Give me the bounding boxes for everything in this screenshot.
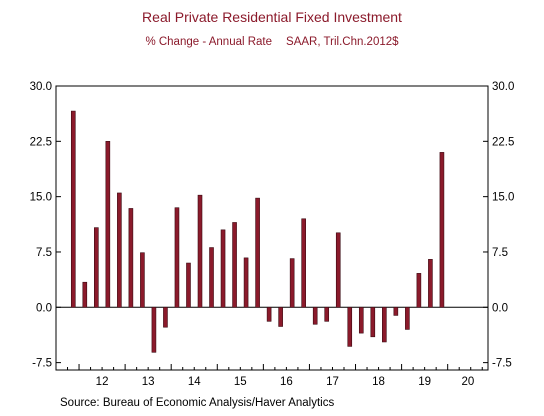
bar — [358, 306, 364, 334]
chart-subtitle: % Change - Annual Rate SAAR, Tril.Chn.201… — [0, 36, 544, 48]
bar — [312, 306, 318, 325]
bar — [266, 306, 272, 322]
x-tick-label: 15 — [234, 376, 247, 388]
bar — [255, 197, 260, 308]
y-tick-label-left: 7.5 — [36, 247, 52, 259]
bar — [393, 306, 399, 316]
bar — [243, 257, 249, 308]
subtitle-series-basis: SAAR, Tril.Chn.2012$ — [286, 36, 399, 48]
bar — [428, 259, 433, 308]
bar — [405, 306, 410, 330]
bar — [117, 192, 122, 308]
x-tick-label: 13 — [142, 376, 155, 388]
bar — [70, 110, 76, 308]
bar — [140, 252, 145, 308]
bar — [335, 232, 341, 308]
bar — [128, 208, 134, 308]
x-tick-label: 14 — [188, 376, 201, 388]
y-tick-label-right: -7.5 — [492, 358, 512, 370]
bar — [82, 281, 88, 308]
bar — [416, 273, 422, 308]
y-tick-label-right: 7.5 — [492, 247, 508, 259]
x-tick-label: 16 — [280, 376, 293, 388]
bar — [220, 229, 226, 308]
bar — [382, 306, 387, 343]
y-tick-label-right: 30.0 — [492, 81, 514, 93]
bar — [151, 306, 157, 353]
chart-title: Real Private Residential Fixed Investmen… — [142, 9, 402, 25]
y-tick-label-right: 22.5 — [492, 136, 514, 148]
bar — [347, 306, 353, 347]
bar — [94, 227, 99, 308]
y-tick-label-left: 15.0 — [30, 192, 52, 204]
bar — [439, 152, 445, 308]
y-tick-label-left: 30.0 — [30, 81, 52, 93]
x-tick-label: 20 — [461, 376, 474, 388]
x-tick-label: 12 — [96, 376, 109, 388]
plot-frame — [55, 85, 489, 371]
y-tick-label-left: 22.5 — [30, 136, 52, 148]
bar — [163, 306, 168, 328]
bar — [209, 247, 214, 308]
bar — [370, 306, 376, 338]
subtitle-units: % Change - Annual Rate — [145, 36, 273, 48]
y-tick-label-left: -7.5 — [32, 358, 52, 370]
bar — [174, 207, 180, 308]
bar — [197, 194, 203, 308]
bar — [105, 141, 111, 308]
bar — [186, 262, 191, 308]
bar — [301, 218, 306, 308]
bar — [324, 306, 330, 322]
x-tick-label: 18 — [372, 376, 385, 388]
y-tick-label-right: 0.0 — [492, 302, 508, 314]
source-note: Source: Bureau of Economic Analysis/Have… — [60, 397, 335, 409]
x-tick-label: 19 — [418, 376, 431, 388]
y-tick-label-left: 0.0 — [36, 302, 52, 314]
y-tick-label-right: 15.0 — [492, 192, 514, 204]
bar — [232, 222, 237, 308]
bar — [289, 258, 295, 308]
bar — [278, 306, 283, 327]
x-tick-label: 17 — [326, 376, 339, 388]
